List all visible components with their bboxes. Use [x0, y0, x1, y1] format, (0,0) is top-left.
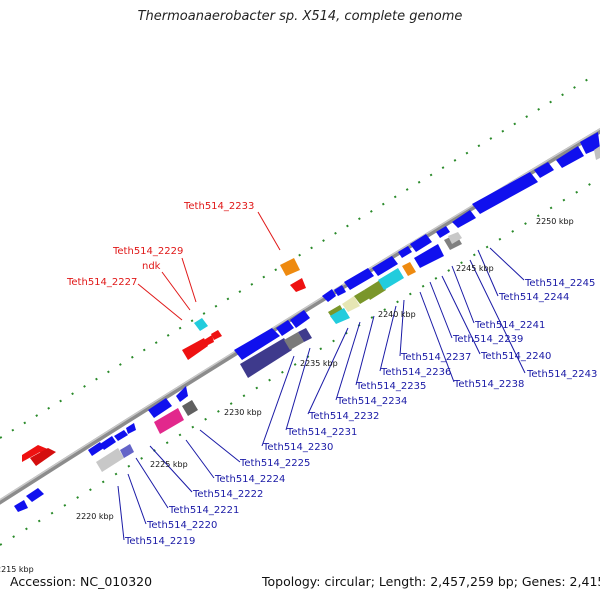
gene-box: [280, 258, 300, 276]
gene-arrow: [204, 335, 214, 346]
scale-label: 2240 kbp: [378, 310, 416, 319]
gene-label-teth514-2233: Teth514_2233: [183, 201, 254, 212]
gene-arrow: [26, 488, 44, 502]
gene-box: [378, 268, 404, 290]
scale-label: 2235 kbp: [300, 359, 338, 368]
tick-track-outer: [0, 77, 591, 439]
gene-box: [328, 305, 344, 318]
gene-label-teth514-2243: Teth514_2243: [526, 369, 597, 380]
gene-box: [594, 146, 600, 160]
gene-arrow: [472, 172, 538, 214]
gene-box: [298, 328, 312, 342]
gene-box: [194, 318, 208, 331]
accession-text: Accession: NC_010320: [10, 574, 153, 589]
gene-label-teth514-2231: Teth514_2231: [286, 427, 357, 438]
gene-arrow: [234, 328, 280, 360]
gene-arrow: [398, 246, 412, 258]
gene-label-teth514-2238: Teth514_2238: [453, 379, 524, 390]
leader-lines: [117, 211, 526, 541]
gene-box: [354, 290, 370, 304]
gene-arrow: [14, 500, 28, 512]
gene-label-teth514-2230: Teth514_2230: [262, 442, 333, 453]
gene-arrow: [410, 234, 432, 252]
scale-label: 2250 kbp: [536, 217, 574, 226]
gene-arrow: [534, 162, 554, 178]
map-title: Thermoanaerobacter sp. X514, complete ge…: [137, 9, 463, 24]
gene-label-teth514-2225: Teth514_2225: [239, 458, 310, 469]
gene-box: [240, 338, 292, 378]
gene-arrow: [290, 278, 306, 292]
gene-box: [96, 448, 124, 472]
gene-arrow: [452, 210, 476, 228]
gene-arrow: [148, 398, 172, 418]
gene-label-teth514-2237: Teth514_2237: [400, 352, 471, 363]
gene-arrow: [114, 430, 128, 441]
gene-arrow: [30, 448, 56, 466]
scale-label: 2215 kbp: [0, 565, 34, 574]
gene-label-teth514-2240: Teth514_2240: [480, 351, 551, 362]
gene-label-teth514-2239: Teth514_2239: [452, 334, 523, 345]
gene-arrow: [100, 436, 116, 450]
blue-gene-labels: Teth514_2245 Teth514_2244 Teth514_2241 T…: [124, 278, 597, 547]
lower-strand-genes: [14, 232, 462, 512]
gene-box: [284, 332, 304, 350]
gene-arrow: [344, 268, 374, 290]
scale-label: 2245 kbp: [456, 264, 494, 273]
gene-arrow: [211, 330, 222, 340]
gene-arrow: [334, 285, 346, 296]
scale-label: 2230 kbp: [224, 408, 262, 417]
scale-labels: 2215 kbp 2220 kbp 2225 kbp 2230 kbp 2235…: [0, 217, 574, 574]
gene-label-teth514-2227: Teth514_2227: [66, 277, 137, 288]
gene-arrow: [182, 338, 208, 360]
gene-label-teth514-2224: Teth514_2224: [214, 474, 285, 485]
gene-box: [330, 308, 350, 324]
gene-label-teth514-2220: Teth514_2220: [146, 520, 217, 531]
gene-arrow: [414, 244, 444, 268]
gene-label-teth514-2245: Teth514_2245: [524, 278, 595, 289]
gene-label-teth514-2244: Teth514_2244: [498, 292, 569, 303]
gene-arrow: [322, 289, 336, 302]
gene-arrow: [290, 310, 310, 328]
gene-label-teth514-2229: Teth514_2229: [112, 246, 183, 257]
gene-arrow: [88, 442, 104, 456]
gene-label-teth514-2236: Teth514_2236: [380, 367, 451, 378]
scale-label: 2225 kbp: [150, 460, 188, 469]
gene-label-teth514-2222: Teth514_2222: [192, 489, 263, 500]
gene-arrow: [22, 445, 50, 462]
gene-label-teth514-2234: Teth514_2234: [336, 396, 407, 407]
red-gene-labels: Teth514_2233 Teth514_2229 ndk Teth514_22…: [66, 201, 254, 288]
gene-arrow: [176, 386, 188, 402]
tick-track-inner: [0, 177, 600, 546]
gene-label-ndk: ndk: [142, 261, 161, 272]
gene-arrow: [372, 256, 398, 276]
gene-arrow: [126, 423, 136, 434]
gene-box: [342, 296, 360, 312]
gene-arrow: [556, 146, 584, 168]
upper-strand-genes: [22, 132, 600, 466]
gene-label-teth514-2232: Teth514_2232: [308, 411, 379, 422]
gene-arrow: [276, 320, 294, 336]
scale-label: 2220 kbp: [76, 512, 114, 521]
gene-box: [448, 232, 462, 244]
gene-box: [120, 444, 134, 458]
gene-label-teth514-2219: Teth514_2219: [124, 536, 195, 547]
gene-box: [364, 280, 386, 300]
gene-arrow: [436, 226, 450, 238]
gene-box: [182, 400, 198, 416]
gene-arrow: [580, 132, 600, 154]
gene-label-teth514-2221: Teth514_2221: [168, 505, 239, 516]
gene-box: [154, 408, 184, 434]
gene-box: [402, 262, 416, 276]
gene-label-teth514-2241: Teth514_2241: [474, 320, 545, 331]
topology-text: Topology: circular; Length: 2,457,259 bp…: [262, 574, 600, 589]
gene-label-teth514-2235: Teth514_2235: [355, 381, 426, 392]
